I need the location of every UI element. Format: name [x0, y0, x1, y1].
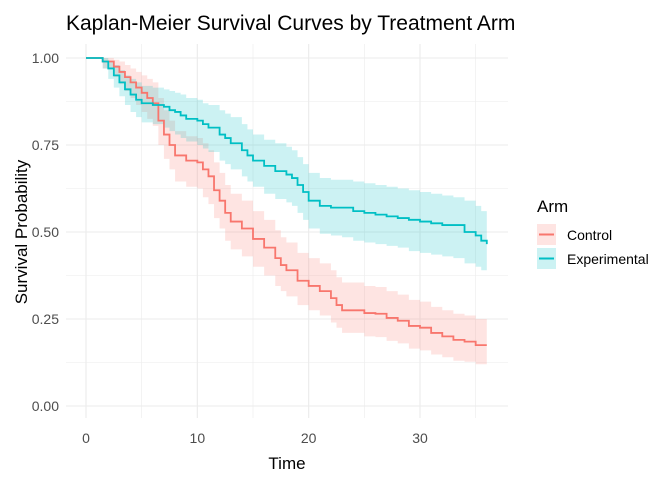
y-tick-label: 0.75 [32, 137, 59, 153]
x-tick-label: 30 [412, 430, 428, 446]
legend: Arm Control Experimental [537, 197, 649, 269]
x-axis-label: Time [268, 454, 305, 473]
ci-band-experimental [86, 58, 487, 274]
chart-title: Kaplan-Meier Survival Curves by Treatmen… [66, 12, 515, 35]
y-axis-ticks: 0.00 0.25 0.50 0.75 1.00 [32, 50, 59, 414]
x-axis-ticks: 0 10 20 30 [82, 430, 428, 446]
legend-label-experimental: Experimental [567, 251, 649, 267]
y-tick-label: 0.50 [32, 224, 59, 240]
y-tick-label: 0.00 [32, 398, 59, 414]
y-tick-label: 0.25 [32, 311, 59, 327]
survival-curve-control [86, 57, 487, 346]
y-tick-label: 1.00 [32, 50, 59, 66]
confidence-bands [86, 58, 487, 365]
survival-curve-experimental [86, 57, 488, 245]
legend-label-control: Control [567, 227, 612, 243]
x-tick-label: 20 [301, 430, 317, 446]
ci-band-control [86, 58, 487, 365]
grid [66, 44, 508, 418]
legend-title: Arm [537, 197, 568, 216]
x-tick-label: 10 [190, 430, 206, 446]
survival-curves [86, 57, 488, 346]
y-axis-label: Survival Probability [12, 159, 31, 304]
x-tick-label: 0 [82, 430, 90, 446]
